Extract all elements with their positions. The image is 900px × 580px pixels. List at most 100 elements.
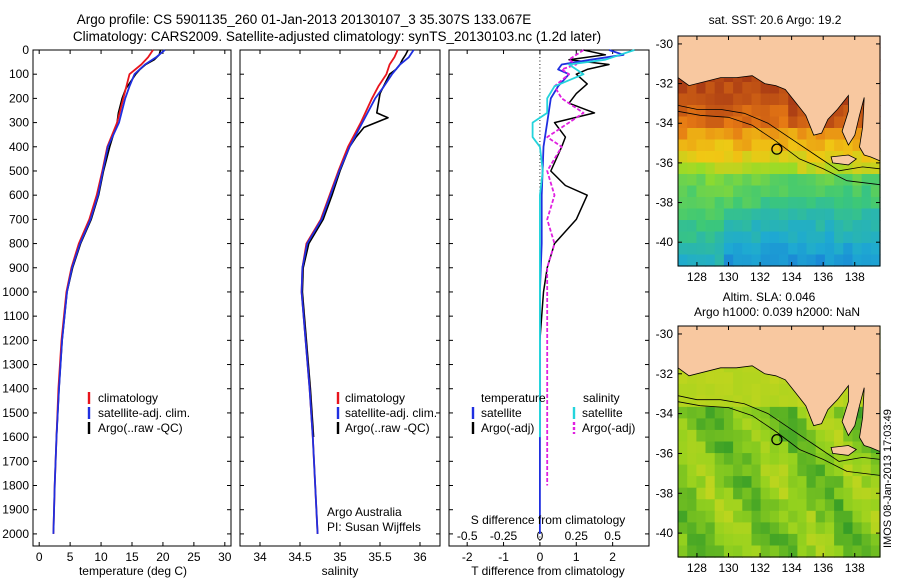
legend-salinity-title: salinity	[583, 391, 620, 405]
heatmap-cell	[843, 185, 854, 198]
heatmap-cell	[678, 197, 688, 210]
heatmap-cell	[705, 82, 716, 95]
satellite-temperature-line	[52, 49, 166, 534]
heatmap-cell	[678, 406, 688, 420]
difference-panel: -2 -1 0 1 2 -0.5 -0.25 0 0.25 0.5 S difference fr…	[448, 49, 650, 578]
s-argo-difference-line	[546, 49, 585, 486]
heatmap-cell	[678, 429, 688, 443]
lon-tick-label: 136	[813, 270, 833, 284]
heatmap-cell	[806, 185, 817, 198]
heatmap-cell	[843, 522, 854, 535]
heatmap-cell	[843, 220, 854, 233]
heatmap-cell	[843, 510, 854, 523]
heatmap-cell	[751, 197, 762, 210]
heatmap-cell	[797, 139, 808, 152]
legend-climatology-label: climatology	[98, 391, 158, 405]
heatmap-cell	[769, 499, 780, 512]
s-tick-label: -0.25	[490, 529, 518, 543]
heatmap-cell	[751, 383, 762, 396]
heatmap-cell	[815, 174, 826, 187]
heatmap-cell	[751, 220, 762, 233]
heatmap-cell	[687, 499, 697, 512]
heatmap-cell	[806, 533, 817, 547]
heatmap-cell	[687, 105, 697, 118]
heatmap-cell	[714, 499, 725, 512]
heatmap-cell	[815, 522, 826, 535]
heatmap-cell	[751, 82, 762, 95]
heatmap-cell	[705, 116, 716, 129]
t-difference-xlabel: T difference from climatology	[471, 564, 625, 578]
heatmap-cell	[760, 429, 771, 443]
lon-tick-label: 130	[718, 270, 738, 284]
heatmap-cell	[834, 116, 844, 129]
heatmap-cell	[788, 151, 798, 164]
depth-axis-ticks: 0 100 200 300 400 500 600 700 800 900 1000 1100 1200…	[2, 43, 231, 541]
heatmap-cell	[779, 395, 789, 408]
heatmap-cell	[797, 533, 808, 547]
heatmap-cell	[788, 105, 798, 118]
heatmap-cell	[852, 174, 863, 187]
heatmap-cell	[723, 208, 734, 221]
heatmap-cell	[760, 499, 771, 512]
heatmap-cell	[742, 441, 753, 454]
x-tick-label: 35.5	[368, 550, 392, 564]
lon-tick-label: 130	[718, 561, 738, 575]
heatmap-cell	[852, 499, 863, 512]
heatmap-cell	[824, 487, 835, 500]
heatmap-cell	[788, 208, 798, 221]
heatmap-cell	[723, 254, 734, 267]
heatmap-cell	[705, 395, 716, 408]
heatmap-cell	[779, 139, 789, 152]
heatmap-cell	[687, 429, 697, 443]
heatmap-cell	[678, 464, 688, 477]
heatmap-cell	[788, 406, 798, 420]
heatmap-cell	[852, 208, 863, 221]
heatmap-cell	[815, 533, 826, 547]
heatmap-cell	[751, 116, 762, 129]
heatmap-cell	[687, 197, 697, 210]
heatmap-cell	[806, 208, 817, 221]
heatmap-cell	[852, 185, 863, 198]
heatmap-cell	[751, 139, 762, 152]
heatmap-cell	[678, 441, 688, 454]
heatmap-cell	[824, 162, 835, 175]
heatmap-cell	[696, 418, 707, 431]
heatmap-cell	[705, 93, 716, 106]
heatmap-cell	[723, 372, 734, 385]
heatmap-cell	[852, 151, 863, 164]
depth-tick-label: 1800	[2, 479, 29, 493]
heatmap-cell	[760, 510, 771, 523]
heatmap-cell	[788, 545, 798, 558]
heatmap-cell	[678, 476, 688, 489]
heatmap-cell	[723, 93, 734, 106]
heatmap-cell	[751, 453, 762, 466]
heatmap-cell	[687, 522, 697, 535]
heatmap-cell	[714, 533, 725, 547]
heatmap-cell	[861, 453, 872, 466]
heatmap-cell	[797, 174, 808, 187]
lat-tick-label: -34	[656, 116, 674, 130]
heatmap-cell	[843, 453, 854, 466]
heatmap-cell	[687, 93, 697, 106]
heatmap-cell	[705, 139, 716, 152]
heatmap-cell	[751, 533, 762, 547]
pi-label: PI: Susan Wijffels	[327, 520, 421, 534]
x-tick-label: -2	[462, 550, 473, 564]
heatmap-cell	[870, 533, 881, 547]
heatmap-cell	[769, 128, 780, 141]
heatmap-cell	[742, 487, 753, 500]
heatmap-cell	[751, 162, 762, 175]
heatmap-cell	[714, 208, 725, 221]
heatmap-cell	[687, 453, 697, 466]
heatmap-cell	[760, 441, 771, 454]
heatmap-cell	[852, 418, 863, 431]
heatmap-cell	[870, 185, 881, 198]
heatmap-cell	[723, 220, 734, 233]
heatmap-cell	[797, 162, 808, 175]
heatmap-cell	[705, 441, 716, 454]
heatmap-cell	[723, 139, 734, 152]
heatmap-cell	[760, 231, 771, 244]
heatmap-cell	[852, 522, 863, 535]
heatmap-cell	[714, 510, 725, 523]
heatmap-cell	[861, 533, 872, 547]
